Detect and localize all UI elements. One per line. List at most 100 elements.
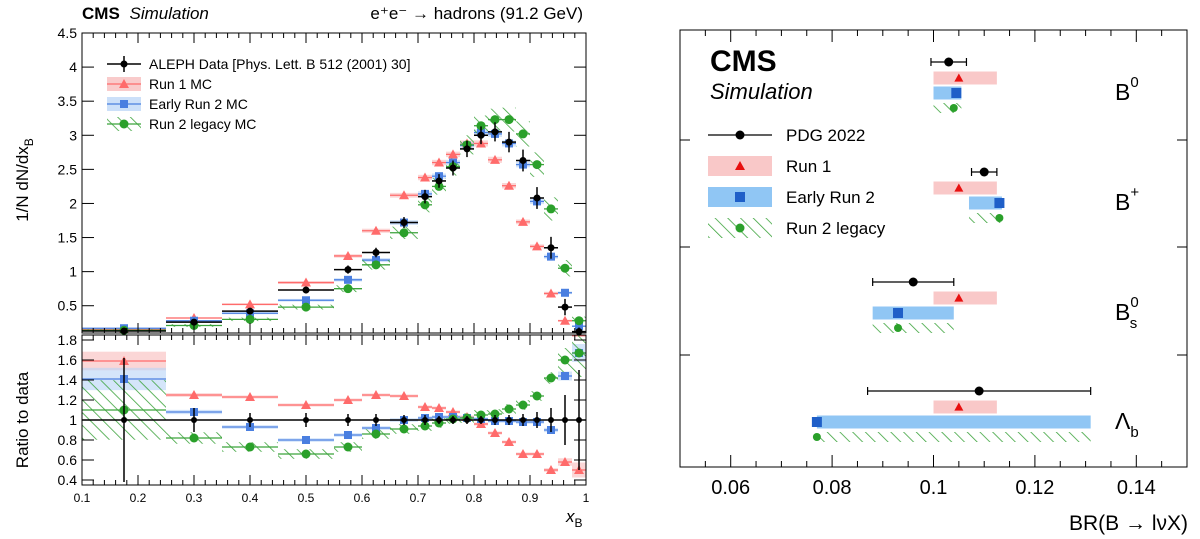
run1-marker: [954, 73, 964, 82]
ratio-data-point: [401, 417, 407, 423]
ratio-run1-marker: [371, 390, 381, 399]
hadron-label: B+: [1115, 184, 1139, 215]
ratio-run2-legacy-marker: [245, 442, 255, 452]
ratio-data-point: [121, 417, 127, 423]
run1-marker: [954, 402, 964, 411]
x-tick-label: 0.4: [242, 491, 259, 505]
ratio-early-run2-marker: [372, 424, 380, 432]
aleph-data-point: [547, 244, 555, 252]
legend-entry-data: ALEPH Data [Phys. Lett. B 512 (2001) 30]: [107, 56, 410, 72]
ratio-data-point: [506, 417, 512, 423]
top-frame: [81, 32, 587, 334]
left-header-process: e⁺e⁻ → hadrons (91.2 GeV): [370, 4, 583, 23]
bottom-y-tick-label: 1.4: [58, 372, 78, 388]
hadron-label-main: Λ: [1115, 408, 1131, 434]
run2-legacy-marker: [504, 115, 514, 125]
run1-band: [933, 181, 997, 195]
x-tick-label: 1: [583, 491, 590, 505]
ratio-run2-legacy-marker: [560, 355, 570, 365]
aleph-data-point: [533, 194, 541, 202]
run1-marker: [546, 288, 556, 298]
run2-legacy-marker: [371, 260, 381, 270]
hadron-label: B0: [1115, 74, 1139, 105]
ratio-run2-legacy-marker: [574, 348, 584, 358]
legend-label-legacy: Run 2 legacy MC: [149, 116, 256, 132]
run1-marker: [301, 277, 311, 287]
aleph-data-point: [519, 157, 527, 164]
run1-marker: [954, 183, 964, 192]
ratio-run1-marker: [189, 390, 199, 399]
run1-marker: [504, 180, 514, 190]
early-run2-band: [816, 415, 1091, 429]
ratio-data-point: [373, 417, 379, 423]
right-header-cms: CMS: [710, 45, 777, 78]
ratio-run1-marker: [399, 391, 409, 400]
run2-legacy-marker: [245, 314, 255, 324]
run2-legacy-marker: [894, 324, 903, 332]
right-legend-entry-run1: Run 1: [708, 156, 831, 176]
bottom-y-tick-label: 0.6: [58, 452, 78, 468]
ratio-run2-legacy-marker: [518, 400, 528, 410]
hadron-label-sub: s: [1130, 315, 1138, 332]
early-run2-band: [968, 196, 1002, 210]
hadron-label-sup: 0: [1130, 74, 1138, 91]
ratio-run1-marker: [560, 457, 570, 466]
early-run2-marker: [951, 88, 962, 98]
aleph-data-point: [491, 128, 499, 136]
ratio-data-point: [436, 417, 442, 423]
run1-marker: [954, 293, 964, 302]
top-y-axis-label: 1/N dN/dxB: [13, 138, 36, 222]
hadron-label-main: B: [1115, 299, 1130, 325]
legend-entry-early: Early Run 2 MC: [107, 96, 248, 112]
ratio-run1-marker: [490, 428, 500, 437]
early-run2-marker: [344, 275, 352, 284]
right-legend-entry-early: Early Run 2: [708, 187, 875, 207]
right-header-simulation: Simulation: [710, 79, 813, 104]
run2-legacy-marker: [343, 284, 353, 294]
run2-legacy-marker: [490, 115, 500, 125]
right-x-tick-label: 0.12: [1015, 477, 1054, 499]
early-run2-marker: [561, 288, 569, 297]
run1-marker: [371, 225, 381, 235]
bottom-y-tick-label: 0.8: [58, 432, 78, 448]
ratio-run2-legacy-marker: [546, 373, 556, 383]
legend-legacy-marker: [119, 119, 129, 129]
run1-marker: [518, 216, 528, 226]
ratio-run1-marker: [504, 437, 514, 446]
early-run2-marker: [372, 256, 380, 265]
legend-label-run1: Run 1 MC: [149, 76, 212, 92]
ratio-run2-legacy-marker: [189, 433, 199, 443]
early-run2-marker: [575, 322, 583, 331]
aleph-data-point: [505, 138, 513, 146]
top-y-tick-label: 3: [69, 127, 77, 143]
bottom-y-tick-label: 1.8: [58, 332, 78, 348]
top-y-tick-label: 4: [69, 59, 77, 75]
right-legend-legacy-marker: [735, 223, 745, 233]
hadron-label-sup: +: [1130, 184, 1139, 201]
run1-band: [933, 71, 997, 85]
hadron-group-3: Λb: [811, 386, 1139, 442]
right-x-axis-label: BR(B → lνX): [1069, 512, 1188, 535]
top-y-tick-label: 4.5: [58, 25, 78, 41]
right-legend-entry-legacy: Run 2 legacy: [708, 218, 886, 238]
ratio-data-point: [534, 417, 540, 423]
top-y-tick-label: 1.5: [58, 230, 78, 246]
top-y-tick-label: 2: [69, 195, 77, 211]
run2-legacy-marker: [476, 121, 486, 131]
pdg-marker: [908, 277, 918, 287]
right-legend-label-legacy: Run 2 legacy: [786, 219, 886, 238]
ratio-data-point: [247, 417, 253, 423]
right-legend-pdg-marker: [735, 130, 745, 140]
hadron-group-1: B+: [933, 167, 1139, 223]
x-tick-label: 0.7: [410, 491, 427, 505]
run2-legacy-marker: [399, 228, 409, 238]
bottom-y-tick-label: 1.6: [58, 352, 78, 368]
early-run2-marker: [302, 296, 310, 305]
pdg-marker: [979, 167, 989, 177]
ratio-run2-legacy-marker: [532, 391, 542, 401]
early-run2-marker: [994, 198, 1005, 208]
aleph-data-point: [302, 286, 310, 294]
right-x-tick-label: 0.1: [920, 477, 948, 499]
left-x-axis-label-sub: B: [575, 516, 583, 530]
ratio-run2-legacy-marker: [343, 442, 353, 452]
